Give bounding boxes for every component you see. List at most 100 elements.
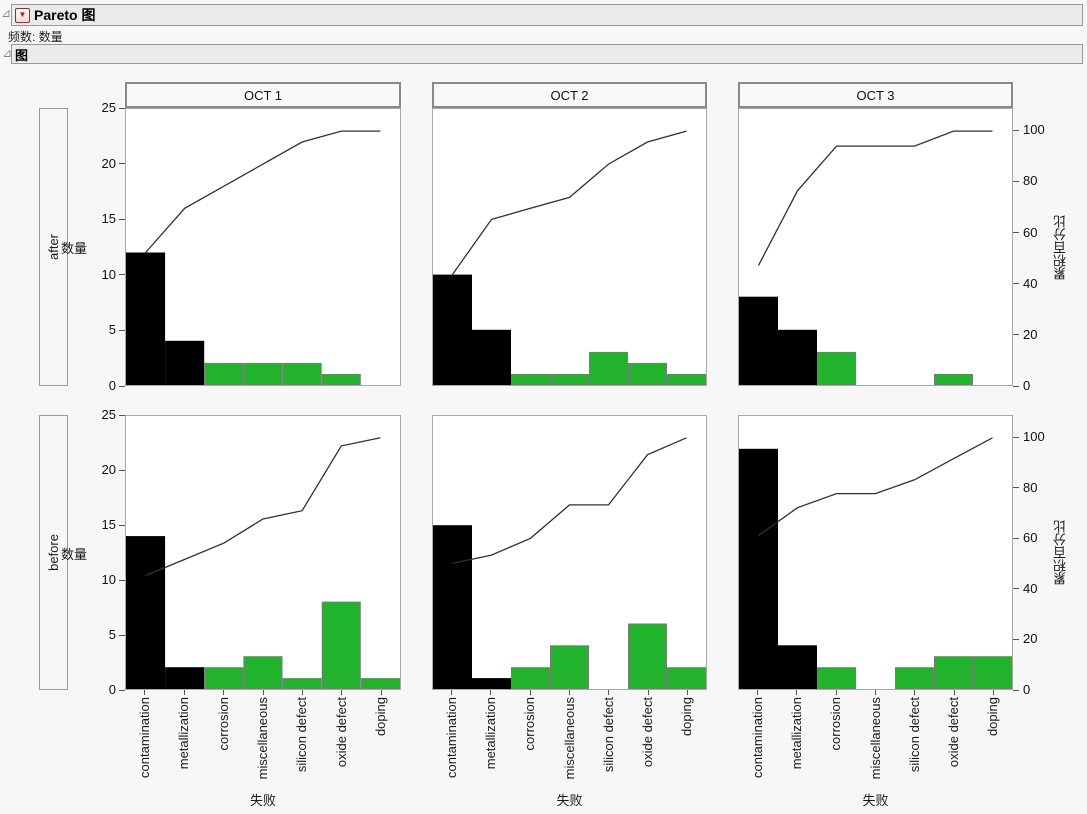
- left-tick: [119, 329, 125, 331]
- category-label-miscellaneous: miscellaneous: [561, 697, 577, 780]
- pareto-bar-after-2-4[interactable]: [589, 351, 628, 385]
- pareto-bar-after-2-0[interactable]: [433, 274, 472, 385]
- right-tick-label: 0: [1023, 682, 1031, 697]
- x-tick: [490, 690, 492, 695]
- pareto-bar-before-1-6[interactable]: [360, 678, 400, 689]
- x-tick: [914, 690, 916, 695]
- category-label-metallization: metallization: [788, 697, 804, 770]
- left-tick-label: 0: [108, 682, 116, 697]
- category-label-doping: doping: [985, 697, 1001, 737]
- pareto-bar-after-2-6[interactable]: [667, 374, 706, 386]
- left-tick-label: 20: [101, 155, 116, 171]
- category-label-oxide-defect: oxide defect: [640, 697, 656, 768]
- x-tick: [953, 690, 955, 695]
- pareto-bar-before-1-5[interactable]: [321, 601, 361, 689]
- pareto-bar-before-2-2[interactable]: [511, 667, 550, 689]
- pareto-bar-before-2-3[interactable]: [550, 645, 589, 689]
- plot-after-oct-2[interactable]: [432, 108, 707, 386]
- left-tick-label: 15: [101, 517, 116, 532]
- right-tick-label: 40: [1023, 580, 1038, 596]
- right-tick-label: 40: [1023, 275, 1038, 291]
- pareto-bar-after-1-1[interactable]: [165, 340, 205, 385]
- pareto-bar-before-2-0[interactable]: [433, 525, 472, 689]
- right-tick: [1013, 689, 1019, 691]
- pareto-bar-after-3-0[interactable]: [739, 296, 778, 385]
- left-tick-label: 5: [108, 322, 116, 338]
- category-label-contamination: contamination: [443, 697, 459, 778]
- plot-before-oct-1[interactable]: [125, 415, 401, 690]
- pareto-bar-before-2-6[interactable]: [667, 667, 706, 689]
- pareto-bar-before-3-0[interactable]: [739, 448, 778, 689]
- left-tick: [119, 274, 125, 276]
- right-tick-label: 100: [1023, 429, 1045, 444]
- pareto-bar-after-3-1[interactable]: [778, 329, 817, 385]
- pareto-bar-before-1-4[interactable]: [282, 678, 322, 689]
- column-header-oct-2: OCT 2: [432, 82, 707, 108]
- pareto-bar-before-3-4[interactable]: [895, 667, 934, 689]
- column-header-oct-1: OCT 1: [125, 82, 401, 108]
- right-tick-label: 60: [1023, 530, 1038, 546]
- pareto-bar-after-3-5[interactable]: [934, 374, 973, 386]
- pareto-bar-before-3-2[interactable]: [817, 667, 856, 689]
- pareto-bar-before-2-1[interactable]: [472, 678, 511, 689]
- cumulative-percent-line: [145, 130, 381, 253]
- pareto-bar-before-3-1[interactable]: [778, 645, 817, 689]
- x-tick: [835, 690, 837, 695]
- x-tick: [608, 690, 610, 695]
- menu-triangle-icon: ▼: [18, 10, 27, 19]
- pareto-bar-before-1-3[interactable]: [243, 656, 283, 689]
- pareto-bar-before-2-5[interactable]: [628, 623, 667, 689]
- pareto-bar-before-3-5[interactable]: [934, 656, 973, 689]
- cumulative-percent-line: [757, 130, 993, 266]
- plot-after-oct-3[interactable]: [738, 108, 1013, 386]
- cumulative-percent-line: [145, 437, 381, 577]
- row-label-after: after: [39, 108, 68, 386]
- category-label-doping: doping: [373, 697, 389, 737]
- pareto-bar-before-1-0[interactable]: [126, 536, 166, 689]
- right-tick: [1013, 283, 1019, 285]
- outline-collapse-triangle-pareto[interactable]: ⊿: [1, 6, 12, 20]
- pareto-bar-before-1-1[interactable]: [165, 667, 205, 689]
- x-tick: [757, 690, 759, 695]
- report-title: Pareto 图: [34, 7, 96, 23]
- left-tick: [119, 218, 125, 220]
- pareto-bar-after-2-5[interactable]: [628, 362, 667, 385]
- pareto-bar-after-2-1[interactable]: [472, 329, 511, 385]
- x-tick: [144, 690, 146, 695]
- pareto-bar-after-2-3[interactable]: [550, 374, 589, 386]
- red-triangle-menu-button[interactable]: ▼: [15, 7, 30, 23]
- pareto-bar-after-1-5[interactable]: [321, 374, 361, 386]
- cumulative-percent-line: [452, 437, 687, 565]
- category-label-contamination: contamination: [136, 697, 152, 778]
- left-tick-label: 25: [101, 100, 116, 115]
- pareto-bar-after-1-2[interactable]: [204, 362, 244, 385]
- right-tick: [1013, 180, 1019, 182]
- x-tick: [301, 690, 303, 695]
- pareto-bar-after-1-4[interactable]: [282, 362, 322, 385]
- plot-before-oct-3[interactable]: [738, 415, 1013, 690]
- pareto-bar-before-3-6[interactable]: [973, 656, 1012, 689]
- pareto-bar-after-2-2[interactable]: [511, 374, 550, 386]
- outline-collapse-triangle-graph[interactable]: ⊿: [2, 46, 13, 60]
- left-tick: [119, 163, 125, 165]
- category-label-silicon-defect: silicon defect: [600, 697, 616, 773]
- pareto-bar-before-1-2[interactable]: [204, 667, 244, 689]
- x-tick: [992, 690, 994, 695]
- pareto-bar-after-3-2[interactable]: [817, 351, 856, 385]
- pareto-bar-after-1-0[interactable]: [126, 252, 166, 385]
- right-tick: [1013, 537, 1019, 539]
- category-label-corrosion: corrosion: [522, 697, 538, 751]
- plot-after-oct-1[interactable]: [125, 108, 401, 386]
- right-tick-label: 80: [1023, 479, 1038, 495]
- pareto-bar-after-1-3[interactable]: [243, 362, 283, 385]
- left-tick-label: 5: [108, 627, 116, 642]
- x-tick: [875, 690, 876, 695]
- row-label-text: after: [46, 233, 61, 260]
- y-axis-title-count: 数量: [61, 546, 88, 562]
- plot-before-oct-2[interactable]: [432, 415, 707, 690]
- graph-section-header: 图: [11, 44, 1083, 64]
- category-label-corrosion: corrosion: [215, 697, 231, 751]
- row-label-text: before: [46, 534, 61, 571]
- category-label-silicon-defect: silicon defect: [294, 697, 310, 773]
